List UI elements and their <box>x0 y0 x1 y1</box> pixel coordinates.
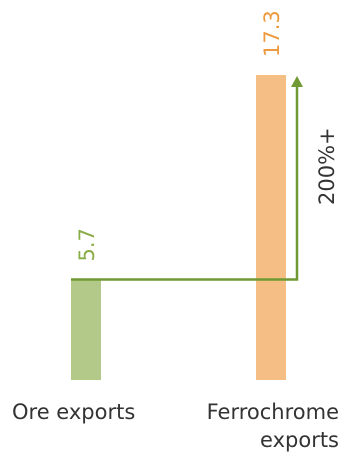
bar-ore-exports <box>71 279 101 380</box>
growth-annotation-label: 200%+ <box>315 127 339 205</box>
value-label: 5.7 <box>75 228 99 261</box>
category-label-line: Ferrochrome <box>206 400 339 424</box>
value-labels: 5.7 17.3 <box>75 10 284 261</box>
growth-arrow-line <box>71 85 299 281</box>
category-label-ferrochrome-exports: Ferrochrome exports <box>207 398 339 454</box>
bar-ferrochrome-exports <box>256 75 286 380</box>
bars-layer <box>71 75 286 380</box>
category-label-line: Ore exports <box>12 400 136 424</box>
growth-arrow-head <box>291 76 303 87</box>
value-label: 17.3 <box>260 10 284 57</box>
growth-arrow: 200%+ <box>71 76 339 281</box>
category-label-ore-exports: Ore exports <box>12 398 135 426</box>
category-label-line: exports <box>260 428 339 452</box>
